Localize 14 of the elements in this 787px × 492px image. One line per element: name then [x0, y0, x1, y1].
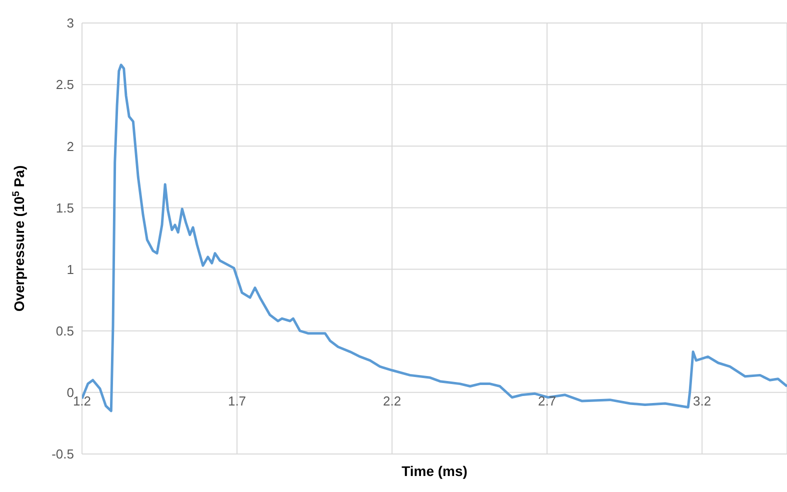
y-tick-label: -0.5 [52, 446, 74, 462]
y-tick-label: 0 [66, 385, 74, 400]
y-tick-label: 1 [66, 262, 74, 277]
y-tick-label: 2 [66, 138, 74, 154]
y-tick-label: 2.5 [56, 77, 74, 92]
y-tick-label: 1.5 [56, 200, 74, 216]
x-axis-title: Time (ms) [402, 463, 468, 479]
y-tick-label: 3 [66, 16, 74, 31]
x-tick-label: 1.2 [72, 394, 92, 409]
y-tick-label: 0.5 [56, 323, 74, 338]
x-tick-label: 3.2 [693, 394, 712, 409]
x-tick-label: 1.7 [228, 394, 246, 409]
x-tick-label: 2.7 [538, 394, 556, 409]
x-tick-label: 2.2 [382, 394, 402, 409]
